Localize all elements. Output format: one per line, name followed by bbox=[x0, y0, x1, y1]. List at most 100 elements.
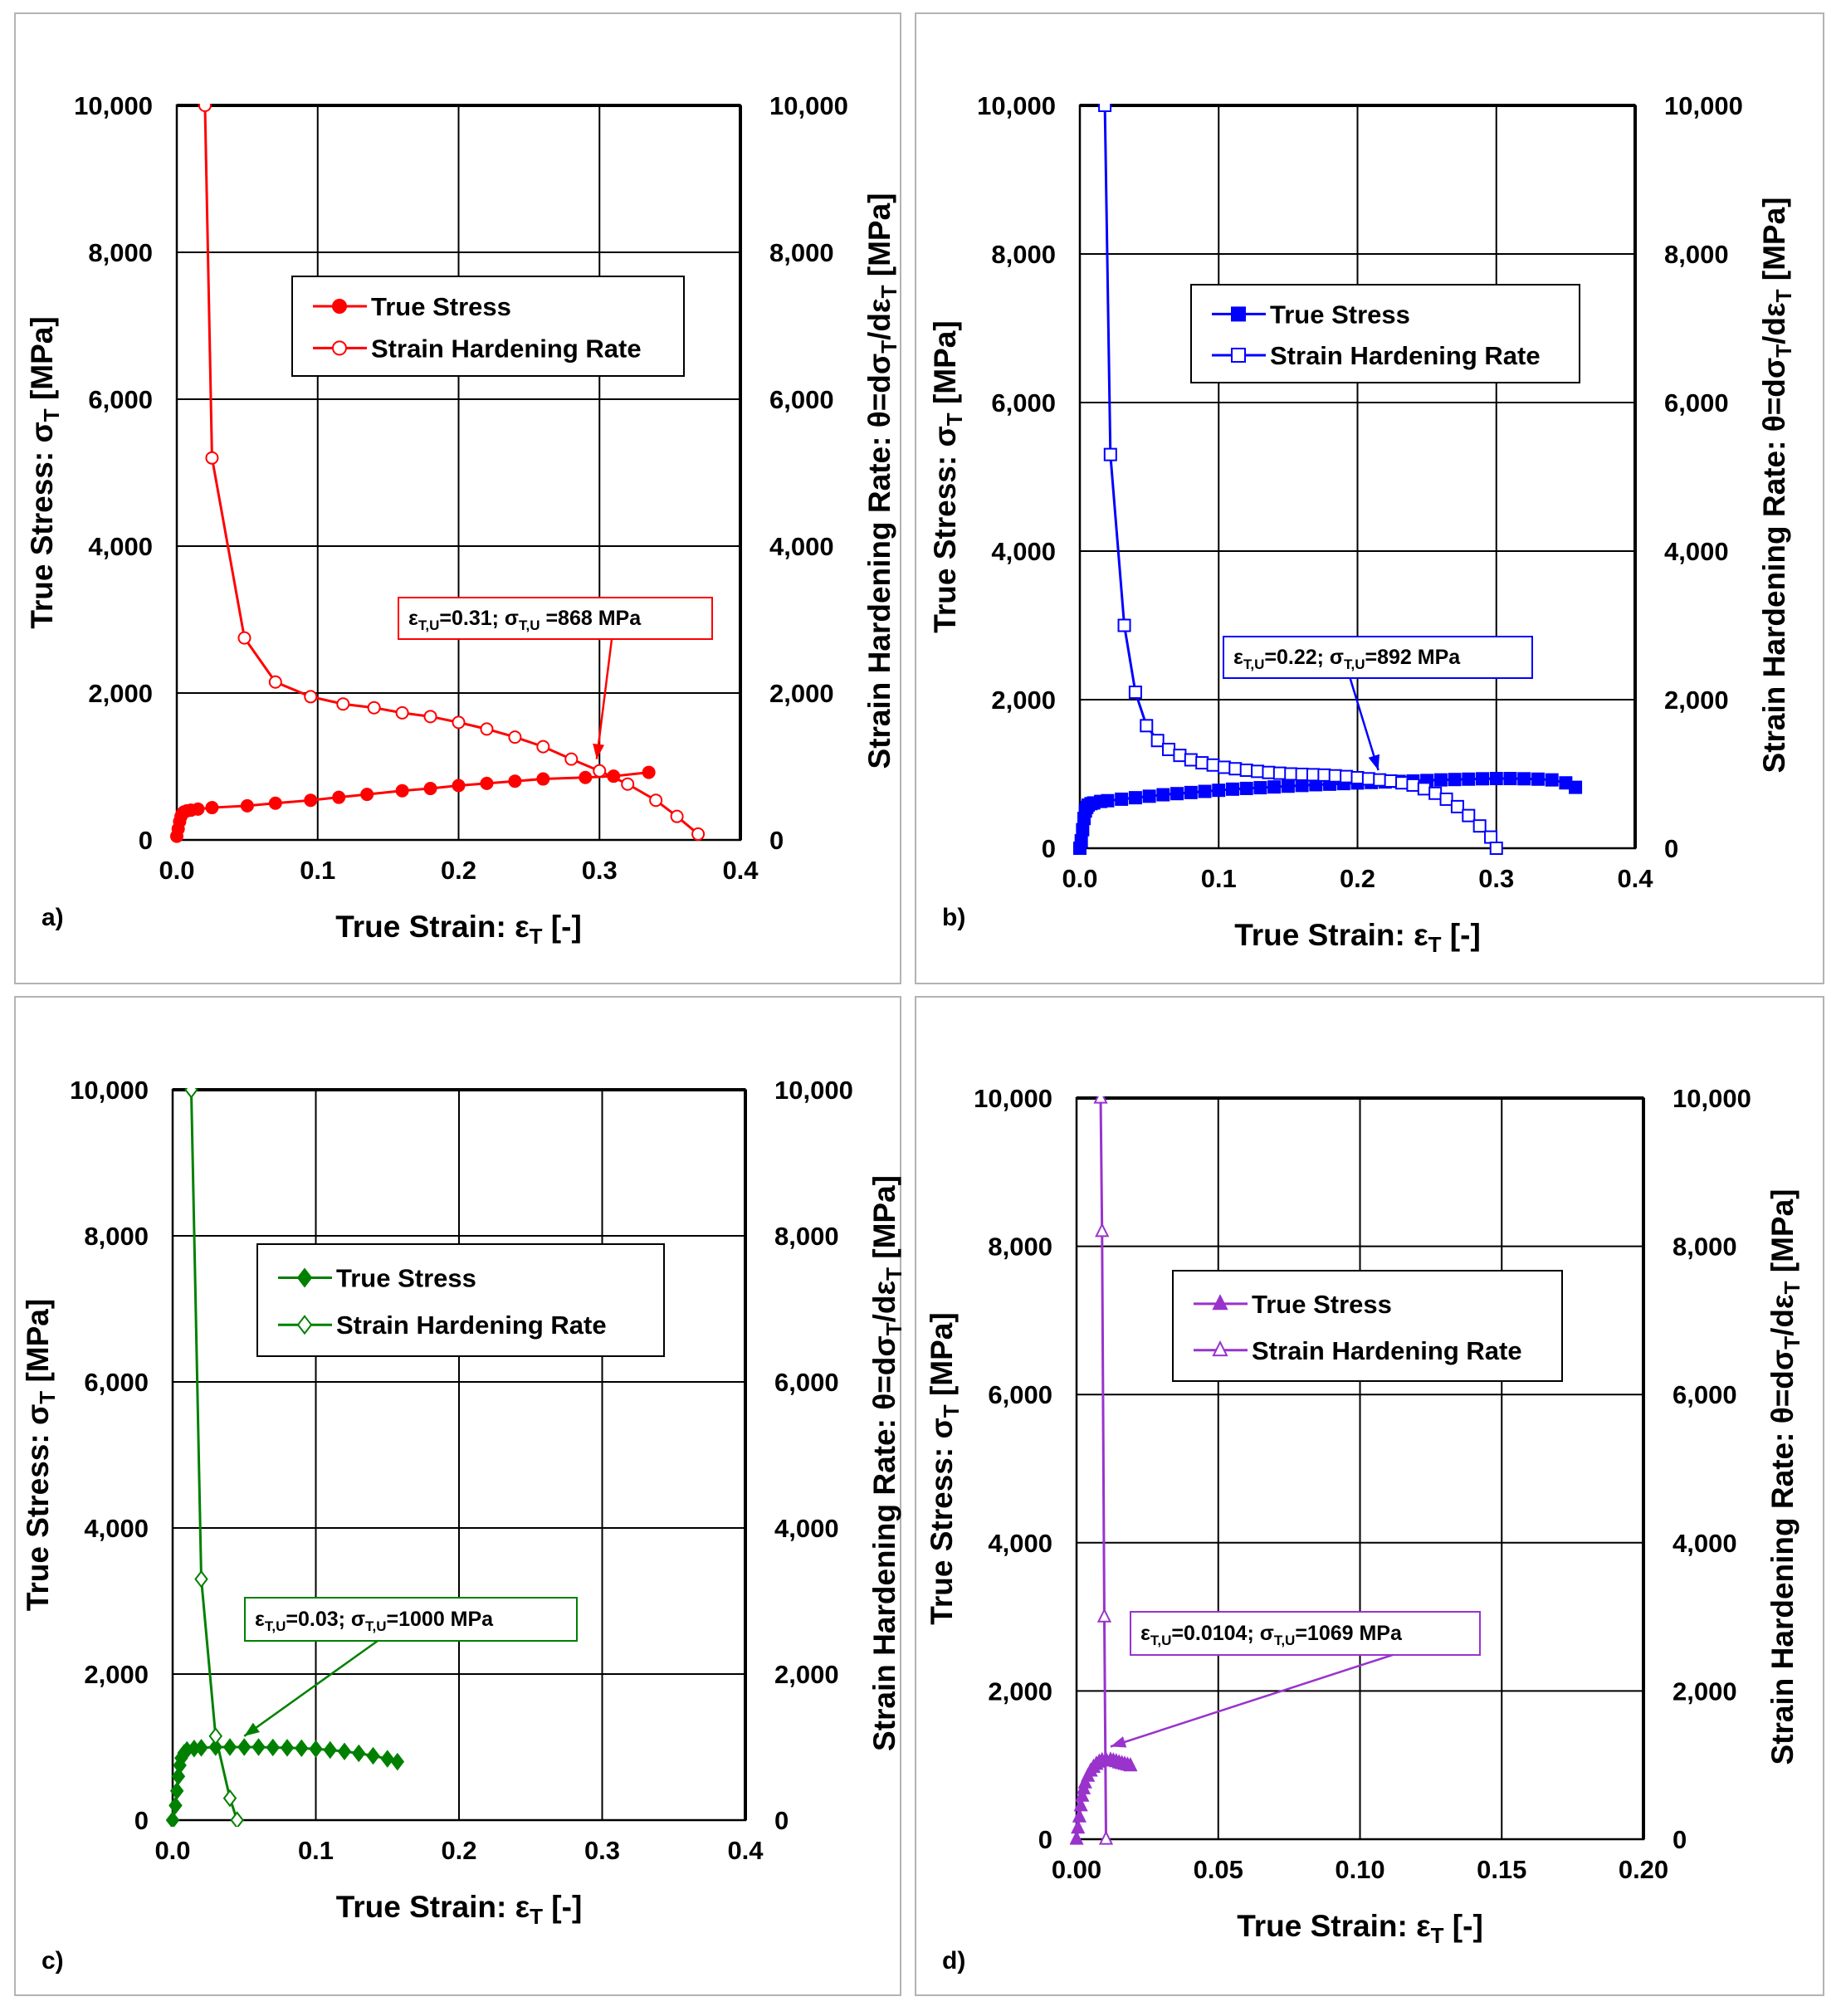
data-point bbox=[649, 793, 663, 808]
data-point bbox=[1317, 768, 1331, 782]
data-point bbox=[1162, 742, 1176, 756]
data-point bbox=[1545, 773, 1559, 787]
legend-entry: Strain Hardening Rate bbox=[371, 334, 642, 363]
x-axis-title: True Strain: εT [-] bbox=[1234, 918, 1481, 957]
annotation-box bbox=[244, 1597, 578, 1642]
data-point bbox=[266, 1738, 281, 1757]
data-point bbox=[1439, 792, 1453, 806]
data-point bbox=[691, 827, 706, 841]
legend-entry: True Stress bbox=[1252, 1290, 1392, 1319]
data-point bbox=[1075, 1787, 1090, 1802]
annotation-box bbox=[398, 597, 713, 640]
y-left-tick-label: 0 bbox=[1038, 1825, 1052, 1854]
data-point bbox=[1128, 686, 1142, 700]
legend-entry: True Stress bbox=[1270, 300, 1410, 329]
data-point bbox=[1284, 767, 1298, 781]
data-point bbox=[1184, 753, 1198, 767]
x-tick-label: 0.4 bbox=[727, 1836, 764, 1865]
data-point bbox=[1384, 774, 1398, 788]
data-point bbox=[194, 1569, 208, 1589]
data-point bbox=[1123, 1756, 1138, 1772]
data-point bbox=[332, 299, 347, 314]
data-point bbox=[1373, 773, 1387, 787]
data-point bbox=[1077, 1774, 1092, 1789]
x-tick-label: 0.1 bbox=[300, 856, 335, 885]
y-right-tick-label: 8,000 bbox=[774, 1222, 839, 1251]
y-left-axis-title: True Stress: σT [MPa] bbox=[928, 320, 967, 632]
data-point bbox=[1073, 1797, 1088, 1812]
legend-entry: True Stress bbox=[336, 1264, 476, 1293]
y-right-tick-label: 0 bbox=[774, 1806, 789, 1835]
y-left-tick-label: 10,000 bbox=[74, 91, 153, 120]
data-point bbox=[642, 765, 656, 779]
legend-entry: Strain Hardening Rate bbox=[336, 1311, 607, 1340]
data-point bbox=[1239, 781, 1253, 795]
data-point bbox=[169, 1782, 184, 1800]
annotation-arrowhead bbox=[1110, 1736, 1127, 1748]
data-point bbox=[1489, 842, 1503, 855]
data-point bbox=[198, 104, 212, 112]
legend-entry: Strain Hardening Rate bbox=[1252, 1336, 1522, 1365]
data-point bbox=[240, 798, 254, 813]
panel-frame bbox=[915, 12, 1824, 984]
chart-panel-c: 0.0 0.1 0.2 0.3 0.4 0 2,000 4,000 6,000 8,000 10,0… bbox=[21, 1076, 906, 1975]
data-point bbox=[1098, 104, 1112, 112]
data-point bbox=[452, 779, 466, 793]
y-right-tick-label: 4,000 bbox=[769, 532, 834, 561]
data-point bbox=[171, 1767, 186, 1785]
data-point bbox=[1195, 756, 1209, 770]
series-true-stress bbox=[170, 765, 656, 843]
series-true-stress bbox=[1070, 1750, 1138, 1845]
data-point bbox=[1098, 1830, 1114, 1845]
data-point bbox=[280, 1739, 295, 1757]
series-line bbox=[189, 1089, 239, 1821]
y-left-tick-label: 10,000 bbox=[974, 1084, 1052, 1113]
x-axis-title: True Strain: εT [-] bbox=[1237, 1909, 1483, 1948]
data-point bbox=[168, 1796, 183, 1815]
data-point bbox=[332, 340, 347, 356]
annotation-arrow bbox=[595, 638, 613, 759]
y-right-tick-label: 8,000 bbox=[1664, 240, 1729, 269]
y-right-axis-title: Strain Hardening Rate: θ=dσT/dεT [MPa] bbox=[867, 1175, 906, 1751]
data-point bbox=[1448, 773, 1462, 787]
annotation-arrowhead bbox=[593, 743, 605, 759]
series-line bbox=[171, 1745, 398, 1821]
annotation-arrow bbox=[243, 1639, 378, 1737]
y-left-tick-label: 10,000 bbox=[70, 1076, 149, 1105]
data-point bbox=[1489, 772, 1503, 786]
data-point bbox=[1101, 793, 1115, 808]
data-point bbox=[1484, 830, 1498, 844]
data-point bbox=[1328, 769, 1342, 783]
data-point bbox=[1395, 776, 1409, 790]
y-right-tick-label: 0 bbox=[1664, 834, 1678, 863]
legend-box bbox=[291, 276, 685, 377]
y-right-tick-label: 8,000 bbox=[1673, 1233, 1737, 1262]
x-tick-label: 0.0 bbox=[154, 1836, 190, 1865]
data-point bbox=[1212, 1294, 1228, 1311]
annotation-arrowhead bbox=[1368, 754, 1380, 771]
panel-label: d) bbox=[942, 1947, 965, 1975]
data-point bbox=[1140, 719, 1154, 733]
y-left-tick-label: 4,000 bbox=[88, 532, 153, 561]
data-point bbox=[1272, 766, 1287, 780]
data-point bbox=[337, 1742, 352, 1761]
data-point bbox=[1115, 792, 1129, 806]
panel-label: a) bbox=[42, 904, 64, 931]
y-left-tick-label: 2,000 bbox=[88, 679, 153, 708]
y-right-axis-title: Strain Hardening Rate: θ=dσT/dεT [MPa] bbox=[1765, 1189, 1804, 1765]
annotation-label: εT,U=0.0104; σT,U=1069 MPa bbox=[1140, 1622, 1403, 1648]
data-point bbox=[1076, 823, 1090, 837]
data-point bbox=[237, 631, 251, 645]
data-point bbox=[304, 793, 318, 808]
data-point bbox=[1476, 772, 1490, 786]
y-left-tick-label: 2,000 bbox=[84, 1660, 149, 1689]
data-point bbox=[1184, 785, 1198, 799]
data-point bbox=[166, 1811, 180, 1827]
data-point bbox=[480, 722, 494, 736]
data-point bbox=[1156, 788, 1170, 802]
annotation-arrow bbox=[1110, 1653, 1394, 1748]
data-point bbox=[1295, 779, 1309, 793]
data-point bbox=[268, 796, 282, 810]
y-left-tick-label: 6,000 bbox=[88, 385, 153, 414]
